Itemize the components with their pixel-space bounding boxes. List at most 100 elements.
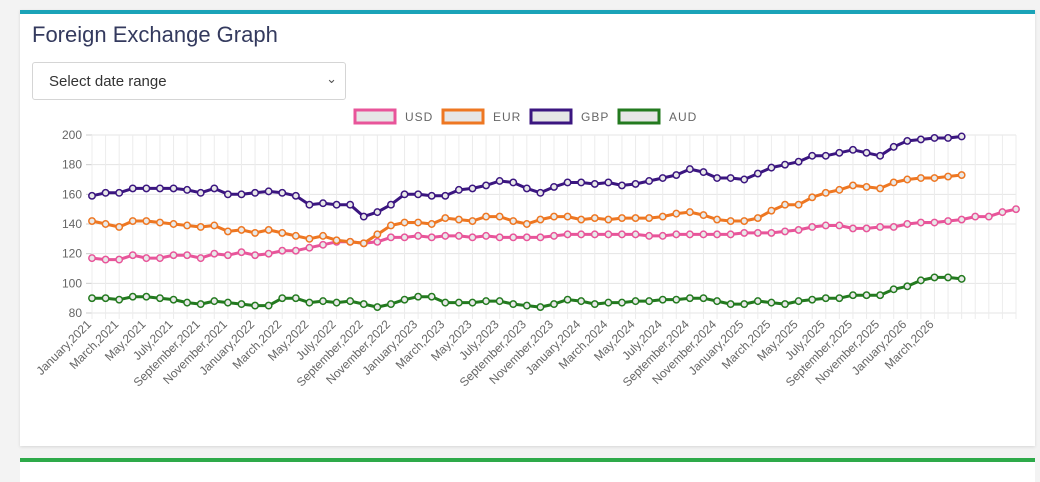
- data-point-eur: [183, 221, 192, 230]
- y-tick-label: 100: [62, 276, 82, 290]
- data-point-gbp: [427, 191, 436, 200]
- data-point-eur: [115, 223, 124, 231]
- data-point-aud: [237, 300, 246, 309]
- data-point-eur: [672, 209, 681, 218]
- data-point-usd: [903, 220, 912, 228]
- data-point-aud: [400, 295, 409, 304]
- data-point-eur: [713, 215, 722, 224]
- data-point-usd: [264, 249, 273, 258]
- data-point-gbp: [645, 177, 654, 185]
- data-point-eur: [386, 221, 395, 230]
- data-point-gbp: [577, 178, 586, 187]
- data-point-gbp: [223, 190, 232, 199]
- data-point-aud: [155, 294, 164, 303]
- data-point-gbp: [210, 184, 219, 193]
- data-point-aud: [169, 295, 178, 304]
- data-point-eur: [930, 174, 939, 182]
- data-point-gbp: [617, 181, 626, 190]
- data-point-aud: [414, 292, 423, 301]
- data-point-eur: [373, 230, 382, 239]
- data-point-eur: [781, 200, 789, 209]
- data-point-usd: [998, 208, 1007, 217]
- y-tick-label: 160: [62, 187, 82, 201]
- data-point-aud: [767, 298, 776, 307]
- data-point-usd: [196, 254, 205, 263]
- data-point-eur: [563, 212, 572, 221]
- data-point-aud: [604, 298, 613, 307]
- data-point-gbp: [237, 190, 246, 199]
- data-point-usd: [115, 255, 124, 264]
- data-point-usd: [563, 230, 572, 239]
- data-point-gbp: [631, 180, 640, 188]
- data-point-aud: [319, 297, 327, 306]
- data-point-usd: [454, 231, 463, 240]
- data-point-gbp: [563, 178, 572, 187]
- data-point-usd: [509, 233, 518, 242]
- data-point-aud: [291, 294, 300, 303]
- data-point-gbp: [142, 184, 151, 193]
- data-point-usd: [971, 212, 980, 221]
- data-point-usd: [223, 251, 232, 260]
- data-point-gbp: [767, 163, 776, 172]
- data-point-usd: [577, 230, 586, 239]
- data-point-aud: [617, 298, 626, 307]
- data-point-aud: [685, 294, 694, 303]
- data-point-eur: [482, 212, 491, 221]
- data-point-gbp: [278, 188, 287, 197]
- data-point-gbp: [251, 188, 260, 197]
- data-point-gbp: [373, 208, 382, 217]
- data-point-eur: [590, 214, 599, 223]
- data-point-usd: [142, 254, 151, 263]
- data-point-eur: [889, 178, 898, 187]
- data-point-aud: [781, 300, 789, 309]
- data-point-gbp: [522, 184, 531, 193]
- data-point-usd: [210, 249, 219, 258]
- y-tick-label: 180: [62, 158, 82, 172]
- data-point-usd: [155, 254, 164, 263]
- y-tick-label: 200: [62, 128, 82, 142]
- data-point-gbp: [482, 181, 491, 190]
- data-point-aud: [672, 295, 681, 304]
- data-point-eur: [767, 206, 776, 215]
- data-point-aud: [713, 297, 722, 306]
- data-point-eur: [291, 231, 300, 240]
- data-point-gbp: [400, 190, 409, 199]
- data-point-usd: [631, 230, 640, 239]
- legend-label-gbp: GBP: [581, 110, 609, 124]
- data-point-usd: [916, 218, 925, 227]
- data-point-gbp: [876, 151, 885, 160]
- data-point-usd: [441, 231, 450, 240]
- data-point-gbp: [808, 151, 817, 160]
- data-point-eur: [319, 231, 327, 240]
- data-point-gbp: [604, 178, 613, 187]
- data-point-eur: [903, 175, 912, 184]
- data-point-eur: [821, 188, 830, 197]
- data-point-gbp: [101, 188, 110, 197]
- data-point-aud: [577, 297, 586, 306]
- data-point-eur: [155, 218, 164, 227]
- data-point-usd: [726, 230, 735, 239]
- data-point-aud: [726, 300, 735, 309]
- data-point-usd: [930, 218, 939, 227]
- data-point-gbp: [346, 200, 355, 209]
- data-point-eur: [427, 220, 436, 228]
- data-point-aud: [373, 303, 382, 312]
- chevron-down-icon: ⌄: [326, 71, 337, 86]
- data-point-gbp: [291, 191, 300, 200]
- data-point-aud: [753, 297, 762, 306]
- date-range-select[interactable]: Select date range ⌄: [32, 62, 346, 100]
- data-point-eur: [617, 214, 626, 223]
- exchange-line-chart: 80100120140160180200January,2021March,20…: [33, 108, 1020, 389]
- data-point-eur: [332, 236, 341, 245]
- data-point-aud: [848, 291, 857, 300]
- data-point-usd: [590, 230, 599, 239]
- data-point-aud: [101, 294, 110, 303]
- data-point-eur: [550, 212, 558, 221]
- data-point-eur: [536, 215, 545, 224]
- data-point-eur: [359, 239, 368, 248]
- legend-swatch-eur: [441, 108, 485, 125]
- data-point-eur: [753, 214, 762, 223]
- data-point-usd: [808, 223, 817, 231]
- data-point-usd: [889, 223, 898, 231]
- data-point-eur: [264, 225, 273, 234]
